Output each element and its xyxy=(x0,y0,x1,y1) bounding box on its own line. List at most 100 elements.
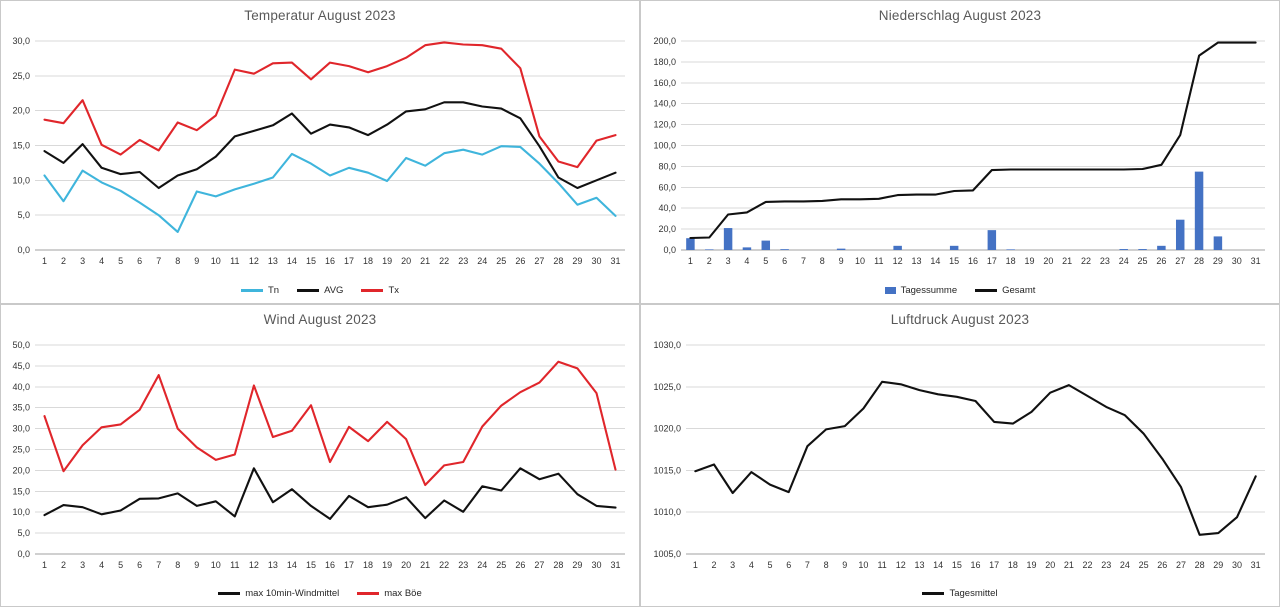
wind-chart-canvas: 0,0 5,0 10,0 15,0 20,0 25,0 30,0 35,0 40,0 45,0 50… xyxy=(12,340,625,570)
legend-line-swatch xyxy=(922,592,945,595)
legend-label: AVG xyxy=(324,285,344,296)
svg-text:12: 12 xyxy=(249,256,259,266)
svg-text:23: 23 xyxy=(1101,560,1111,570)
svg-text:29: 29 xyxy=(572,560,582,570)
svg-text:4: 4 xyxy=(749,560,754,570)
svg-text:22: 22 xyxy=(1083,560,1093,570)
svg-text:10,0: 10,0 xyxy=(12,507,30,517)
svg-text:21: 21 xyxy=(420,560,430,570)
svg-text:13: 13 xyxy=(914,560,924,570)
svg-text:25,0: 25,0 xyxy=(12,71,30,81)
legend-label: Tn xyxy=(267,285,280,296)
svg-text:9: 9 xyxy=(839,256,844,266)
legend-line-swatch xyxy=(240,289,263,292)
svg-text:0,0: 0,0 xyxy=(663,245,676,255)
svg-text:1: 1 xyxy=(42,256,47,266)
svg-text:15: 15 xyxy=(949,256,959,266)
svg-text:18: 18 xyxy=(363,560,373,570)
svg-text:1: 1 xyxy=(693,560,698,570)
legend-item-max-10min-windmittel: max 10min-Windmittel xyxy=(218,588,339,599)
svg-text:10: 10 xyxy=(858,560,868,570)
svg-text:2: 2 xyxy=(712,560,717,570)
svg-text:8: 8 xyxy=(824,560,829,570)
svg-text:1025,0: 1025,0 xyxy=(653,382,681,392)
svg-text:7: 7 xyxy=(156,256,161,266)
svg-text:30: 30 xyxy=(1232,256,1242,266)
svg-text:7: 7 xyxy=(801,256,806,266)
svg-text:6: 6 xyxy=(782,256,787,266)
svg-text:5: 5 xyxy=(118,560,123,570)
svg-text:3: 3 xyxy=(80,256,85,266)
chart-title-wind: Wind August 2023 xyxy=(263,312,377,327)
svg-text:26: 26 xyxy=(515,560,525,570)
svg-text:12: 12 xyxy=(893,256,903,266)
legend-label: Tagesmittel xyxy=(949,588,998,599)
legend-line-swatch xyxy=(357,592,380,595)
svg-text:15: 15 xyxy=(306,256,316,266)
chart-title-niederschlag: Niederschlag August 2023 xyxy=(878,8,1042,23)
svg-text:30: 30 xyxy=(1232,560,1242,570)
svg-text:1010,0: 1010,0 xyxy=(653,507,681,517)
svg-text:25: 25 xyxy=(1139,560,1149,570)
svg-text:12: 12 xyxy=(896,560,906,570)
svg-text:28: 28 xyxy=(1194,256,1204,266)
svg-text:0,0: 0,0 xyxy=(17,245,30,255)
chart-wind: Wind August 2023 0,0 5,0 10,0 15,0 20,0 25,0 3… xyxy=(0,304,640,607)
svg-text:26: 26 xyxy=(515,256,525,266)
svg-text:30: 30 xyxy=(591,256,601,266)
wind-legend: max 10min-Windmittel max Böe xyxy=(1,588,639,599)
chart-title-luftdruck: Luftdruck August 2023 xyxy=(890,312,1030,327)
legend-item-tagessumme: Tagessumme xyxy=(884,285,958,296)
svg-text:4: 4 xyxy=(99,256,104,266)
luftdruck-legend: Tagesmittel xyxy=(641,588,1279,599)
svg-text:3: 3 xyxy=(80,560,85,570)
svg-text:25: 25 xyxy=(1138,256,1148,266)
legend-label: Gesamt xyxy=(1002,285,1036,296)
svg-text:17: 17 xyxy=(344,256,354,266)
svg-text:16: 16 xyxy=(970,560,980,570)
svg-text:1020,0: 1020,0 xyxy=(653,424,681,434)
svg-text:26: 26 xyxy=(1156,256,1166,266)
svg-text:24: 24 xyxy=(1120,560,1130,570)
svg-text:18: 18 xyxy=(1008,560,1018,570)
svg-text:28: 28 xyxy=(1195,560,1205,570)
legend-bar-swatch xyxy=(884,287,896,294)
svg-text:7: 7 xyxy=(156,560,161,570)
svg-text:15,0: 15,0 xyxy=(12,486,30,496)
legend-line-swatch xyxy=(975,289,998,292)
svg-text:15,0: 15,0 xyxy=(12,141,30,151)
svg-text:17: 17 xyxy=(344,560,354,570)
svg-text:14: 14 xyxy=(287,560,297,570)
svg-text:8: 8 xyxy=(820,256,825,266)
legend-label: Tagessumme xyxy=(900,285,958,296)
svg-text:1: 1 xyxy=(688,256,693,266)
svg-text:6: 6 xyxy=(137,256,142,266)
svg-text:100,0: 100,0 xyxy=(653,141,676,151)
svg-text:11: 11 xyxy=(874,256,883,266)
svg-text:160,0: 160,0 xyxy=(653,78,676,88)
svg-text:28: 28 xyxy=(553,256,563,266)
svg-text:120,0: 120,0 xyxy=(653,120,676,130)
svg-text:29: 29 xyxy=(1213,256,1223,266)
svg-text:7: 7 xyxy=(805,560,810,570)
svg-text:29: 29 xyxy=(1213,560,1223,570)
svg-text:18: 18 xyxy=(1006,256,1016,266)
svg-text:28: 28 xyxy=(553,560,563,570)
svg-text:6: 6 xyxy=(786,560,791,570)
svg-text:10: 10 xyxy=(211,560,221,570)
svg-text:22: 22 xyxy=(439,256,449,266)
svg-text:11: 11 xyxy=(877,560,886,570)
svg-text:20,0: 20,0 xyxy=(12,106,30,116)
svg-text:27: 27 xyxy=(1176,560,1186,570)
svg-text:23: 23 xyxy=(458,560,468,570)
svg-text:20: 20 xyxy=(1043,256,1053,266)
svg-text:18: 18 xyxy=(363,256,373,266)
svg-text:4: 4 xyxy=(99,560,104,570)
svg-text:15: 15 xyxy=(306,560,316,570)
svg-text:19: 19 xyxy=(1027,560,1037,570)
svg-text:31: 31 xyxy=(1251,256,1261,266)
svg-text:17: 17 xyxy=(987,256,997,266)
legend-item-tn: Tn xyxy=(240,285,280,296)
svg-text:23: 23 xyxy=(458,256,468,266)
